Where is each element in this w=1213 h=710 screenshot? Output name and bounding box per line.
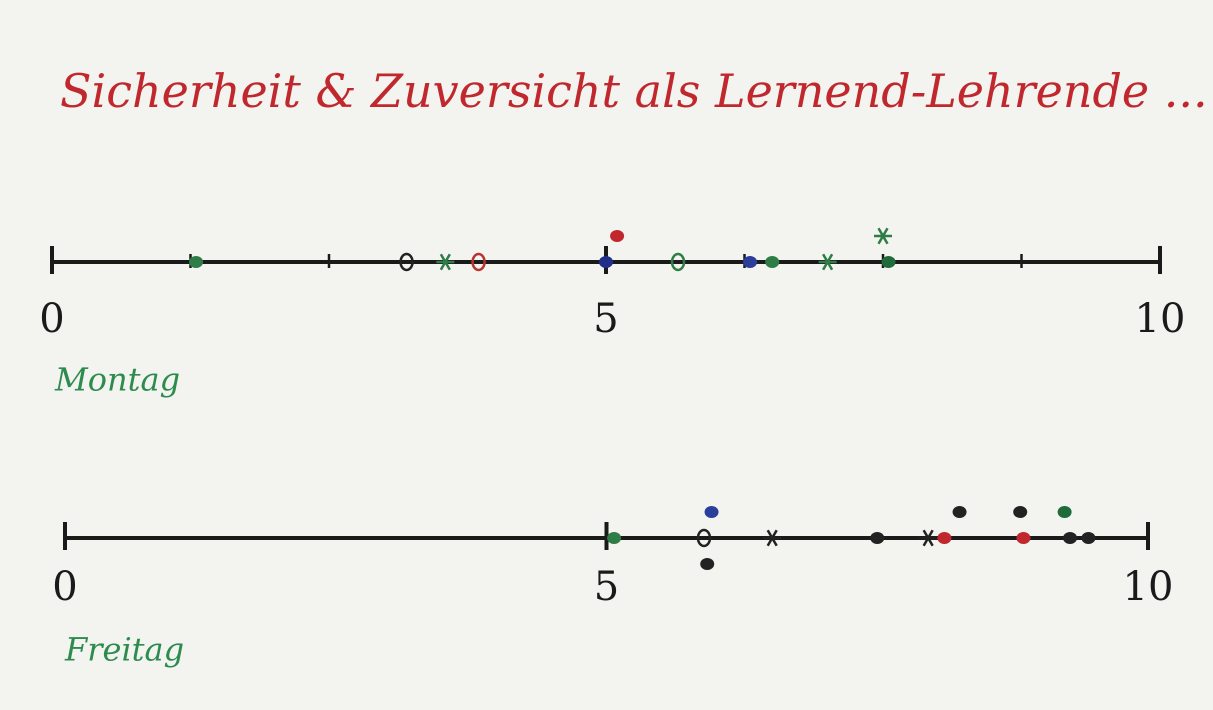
dot-mark [1016,532,1031,544]
asterisk-mark [436,253,455,271]
circle-mark [399,252,414,272]
title: Sicherheit & Zuversicht als Lernend-Lehr… [60,64,1208,118]
dot-mark [870,532,885,544]
x-tick-label: 5 [594,564,619,610]
x-tick-label: 5 [593,296,618,342]
day-label: Freitag [64,631,184,669]
dot-mark [1057,506,1072,518]
dot-mark [1013,506,1028,518]
dot-mark [881,256,896,268]
dot-mark [1081,532,1096,544]
dot-mark [599,256,613,268]
circle-mark [670,252,686,272]
dot-mark [607,532,622,544]
x-tick-label: 10 [1135,296,1186,342]
dot-mark [610,230,625,242]
dot-mark [937,532,952,544]
asterisk-mark [818,253,837,271]
day-label: Montag [54,361,180,399]
dot-mark [700,558,715,570]
circle-mark [471,252,486,272]
dot-mark [189,256,204,268]
dot-mark [952,506,967,518]
asterisk-mark [874,227,892,245]
x-tick-label: 10 [1123,564,1174,610]
circle-mark [696,528,712,548]
dot-mark [743,256,758,268]
dot-mark [765,256,780,268]
x-tick-label: 0 [39,296,64,342]
dot-mark [1063,532,1078,544]
x-tick-label: 0 [52,564,77,610]
asterisk-mark [763,529,782,547]
dot-mark [704,506,719,518]
asterisk-mark [919,529,938,547]
